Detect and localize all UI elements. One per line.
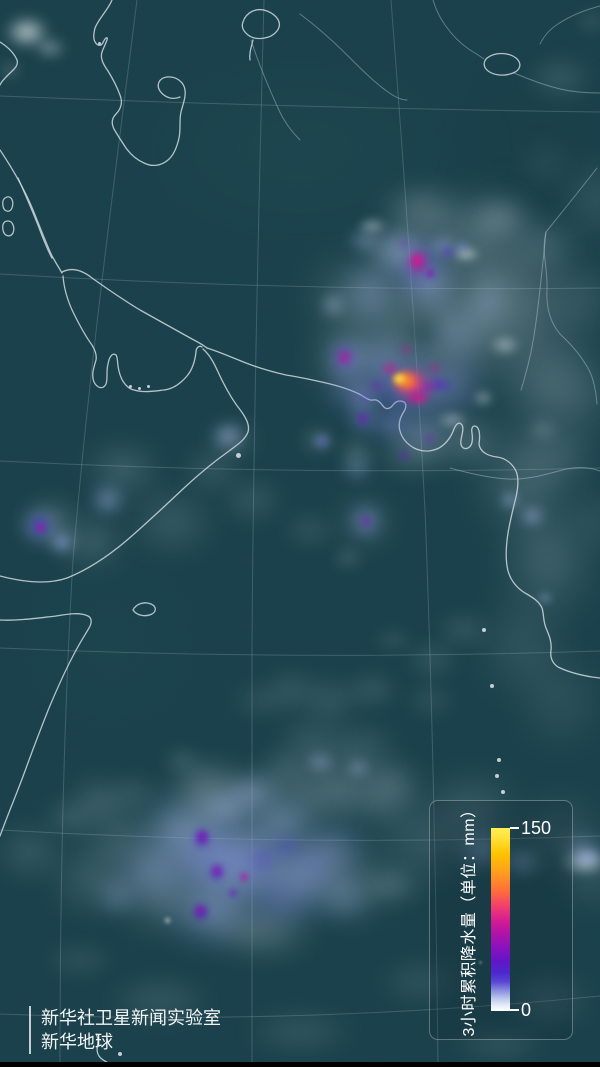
coastline bbox=[0, 149, 63, 274]
border-line bbox=[432, 0, 485, 60]
graticule-line bbox=[390, 0, 439, 1067]
letterbox-bar bbox=[0, 1062, 600, 1067]
credits-divider bbox=[29, 1006, 31, 1054]
coastline bbox=[2, 220, 15, 237]
coastline bbox=[0, 41, 19, 86]
border-line bbox=[513, 72, 600, 94]
border-lines bbox=[250, 0, 600, 480]
colorbar-tick-max bbox=[510, 827, 519, 829]
coastline bbox=[206, 347, 360, 395]
legend-min-label: 0 bbox=[521, 1000, 532, 1020]
legend-max-label: 150 bbox=[521, 818, 552, 838]
graticule-line bbox=[59, 0, 138, 1067]
coastline bbox=[358, 393, 600, 679]
border-line bbox=[520, 231, 547, 391]
coastline bbox=[241, 8, 281, 40]
coastline bbox=[17, 177, 53, 259]
precip-colorbar bbox=[491, 828, 510, 1011]
graticule-line bbox=[0, 273, 600, 290]
coastline bbox=[62, 275, 203, 393]
coastline bbox=[0, 613, 92, 837]
coastline bbox=[2, 196, 14, 212]
legend-title: 3小时累积降水量（单位：mm） bbox=[461, 801, 478, 1037]
border-line bbox=[543, 167, 598, 405]
border-line bbox=[539, 5, 600, 45]
credits-line2: 新华地球 bbox=[41, 1032, 113, 1052]
border-line bbox=[299, 13, 408, 101]
coastline bbox=[61, 268, 208, 349]
graticule-line bbox=[250, 0, 265, 1067]
graticule-line bbox=[0, 647, 600, 656]
border-line bbox=[449, 467, 600, 480]
legend-panel: 3小时累积降水量（单位：mm） 150 0 bbox=[429, 800, 573, 1040]
coastline bbox=[483, 52, 521, 76]
coastline bbox=[93, 0, 186, 167]
coastline bbox=[249, 39, 254, 61]
graticule-line bbox=[0, 95, 600, 113]
border-line bbox=[250, 39, 301, 141]
coastline bbox=[132, 602, 156, 617]
credits-line1: 新华社卫星新闻实验室 bbox=[41, 1008, 221, 1028]
colorbar-tick-min bbox=[510, 1009, 519, 1011]
graticule-line bbox=[0, 995, 600, 1018]
